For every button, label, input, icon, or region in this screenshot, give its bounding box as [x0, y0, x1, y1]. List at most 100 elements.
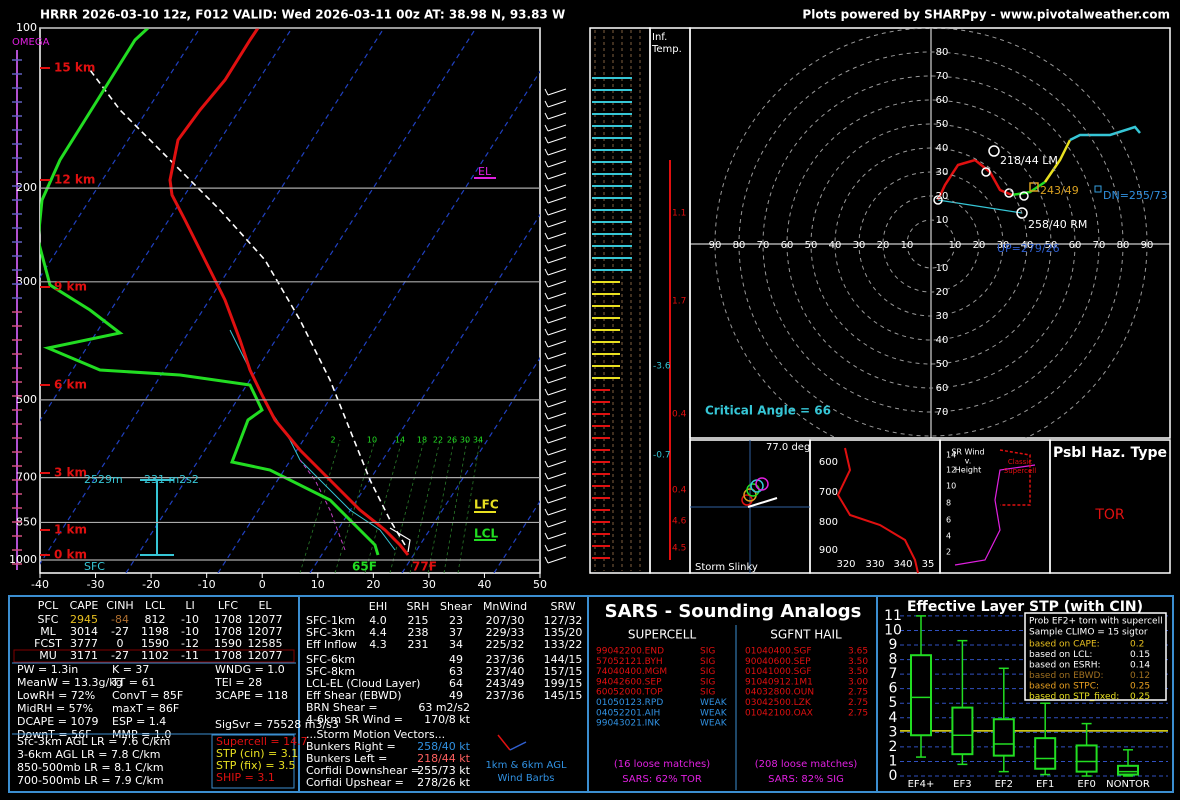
- stp-info: Prob EF2+ torn with supercell: [1029, 617, 1163, 627]
- wind-barb-flag: [544, 556, 549, 564]
- hodo-ring-label: 70: [1093, 240, 1106, 251]
- thermo-header: LFC: [218, 599, 238, 612]
- wind-barb: [547, 436, 567, 444]
- wind-barb-flag: [544, 448, 549, 456]
- wind-barb: [547, 460, 567, 468]
- kinematic-cell: Eff Inflow: [306, 638, 357, 651]
- sars-footer: SARS: 62% TOR: [622, 774, 702, 785]
- pressure-label: 300: [16, 275, 37, 288]
- barb-1km: [497, 734, 511, 751]
- wind-barb-flag: [544, 172, 549, 180]
- thermo-header: EL: [258, 599, 272, 612]
- kinematic-cell: LCL-EL (Cloud Layer): [306, 677, 420, 690]
- wind-barb: [547, 256, 567, 264]
- wind-barb: [547, 316, 567, 324]
- wind-barb: [547, 232, 567, 240]
- srwind-trace: [954, 464, 1036, 566]
- temperature-label: 0: [259, 578, 266, 591]
- thermo-header: CINH: [106, 599, 133, 612]
- slinky-angle: 77.0 deg: [766, 442, 810, 453]
- height-label: 12 km: [54, 173, 95, 187]
- hodograph: [690, 28, 1170, 438]
- stp-prob-label: based on ESRH:: [1029, 661, 1101, 671]
- stp-prob-value: 0.15: [1130, 650, 1150, 660]
- frames: [39, 27, 1171, 574]
- thermo-cell: SFC: [38, 613, 59, 626]
- thermo-header: PCL: [38, 599, 59, 612]
- stp-prob-label: based on STP_fixed:: [1029, 692, 1119, 702]
- kinematic-value: 170/8 kt: [424, 713, 471, 726]
- hodo-ring-label: 80: [936, 47, 949, 58]
- wind-barb-flag: [544, 472, 549, 480]
- box: [992, 718, 1015, 757]
- hodo-ring-label: 60: [1069, 240, 1082, 251]
- level-markers: [140, 177, 496, 556]
- srwind-height: 6: [946, 516, 951, 525]
- thermo-cell: 1708: [214, 625, 242, 638]
- stp-y-label: 10: [884, 622, 902, 638]
- wind-barb-flag: [544, 436, 549, 444]
- motion-value: 218/44 kt: [417, 752, 471, 765]
- thermo-cell: 12077: [248, 613, 283, 626]
- wind-barb: [547, 484, 567, 492]
- hodo-ring: [762, 75, 1100, 413]
- mixing-ratio-label: 34: [473, 436, 483, 445]
- sars-hail-title: SGFNT HAIL: [770, 628, 842, 642]
- box: [1117, 764, 1139, 776]
- wind-barb-flag: [544, 112, 549, 120]
- motion-label: Bunkers Left =: [306, 752, 387, 765]
- inf-temp-value: 0.4: [672, 410, 687, 420]
- sars-hail-size: 2.75: [848, 698, 868, 708]
- hodo-trace-9-12km: [1069, 125, 1141, 142]
- kinematic-cell: 157/15: [544, 665, 583, 678]
- kinematic-label: 4-6km SR Wind =: [306, 713, 403, 726]
- temperature-trace: [168, 28, 410, 556]
- hodo-ring-label: 20: [973, 240, 986, 251]
- sars-footer: (16 loose matches): [614, 759, 710, 770]
- kinematic-cell: 238: [408, 626, 429, 639]
- hodo-ring: [882, 195, 980, 293]
- thermo-cell: -27: [111, 649, 129, 662]
- wind-barb-flag: [544, 412, 549, 420]
- inf-temp-value: 4.6: [672, 517, 687, 527]
- thermo-cell: 1590: [214, 637, 242, 650]
- wind-barb: [547, 364, 567, 372]
- wind-barb-flag: [544, 508, 549, 516]
- thermo-cell: 1708: [214, 649, 242, 662]
- kinematic-header: SRW: [550, 600, 575, 613]
- wind-barb-flag: [544, 400, 549, 408]
- motion-title: ...Storm Motion Vectors...: [306, 728, 445, 741]
- lapse-rate: 3-6km AGL LR = 7.8 C/km: [17, 748, 160, 761]
- thermo-cell: 0: [117, 637, 124, 650]
- thermo-cell: -12: [181, 637, 199, 650]
- srwind-height: 14: [946, 451, 956, 460]
- motion-label: Corfidi Downshear =: [306, 764, 420, 777]
- stp-prob-label: based on LCL:: [1029, 650, 1092, 660]
- hodo-ring-label: 40: [936, 335, 949, 346]
- kinematic-header: Shear: [440, 600, 472, 613]
- wind-barb: [547, 376, 567, 384]
- box: [1075, 744, 1098, 773]
- mixing-ratio-label: 18: [417, 436, 427, 445]
- sars-hail-size: 2.75: [848, 688, 868, 698]
- thermo-cell: 1590: [141, 637, 169, 650]
- kinematic-cell: 133/22: [544, 638, 583, 651]
- wind-barb: [547, 448, 567, 456]
- wind-barb: [547, 400, 567, 408]
- mu-highlight: [13, 649, 295, 663]
- kinematic-cell: 4.4: [369, 626, 387, 639]
- index: LowRH = 72%: [17, 689, 95, 702]
- wind-barb: [547, 244, 567, 252]
- parcel-base: [389, 527, 411, 553]
- wind-barb: [547, 100, 567, 108]
- kinematic-cell: SFC-6km: [306, 653, 355, 666]
- thermo-cell: ML: [40, 625, 56, 638]
- hodo-ring-label: 70: [936, 71, 949, 82]
- wind-barb: [547, 352, 567, 360]
- hodo-ring-label: 50: [1045, 240, 1058, 251]
- inf-temp-value: -0.7: [653, 451, 671, 461]
- upshear-label: UP=279/26: [997, 242, 1060, 255]
- temperature-label: 50: [533, 578, 547, 591]
- index: ConvT = 85F: [112, 689, 183, 702]
